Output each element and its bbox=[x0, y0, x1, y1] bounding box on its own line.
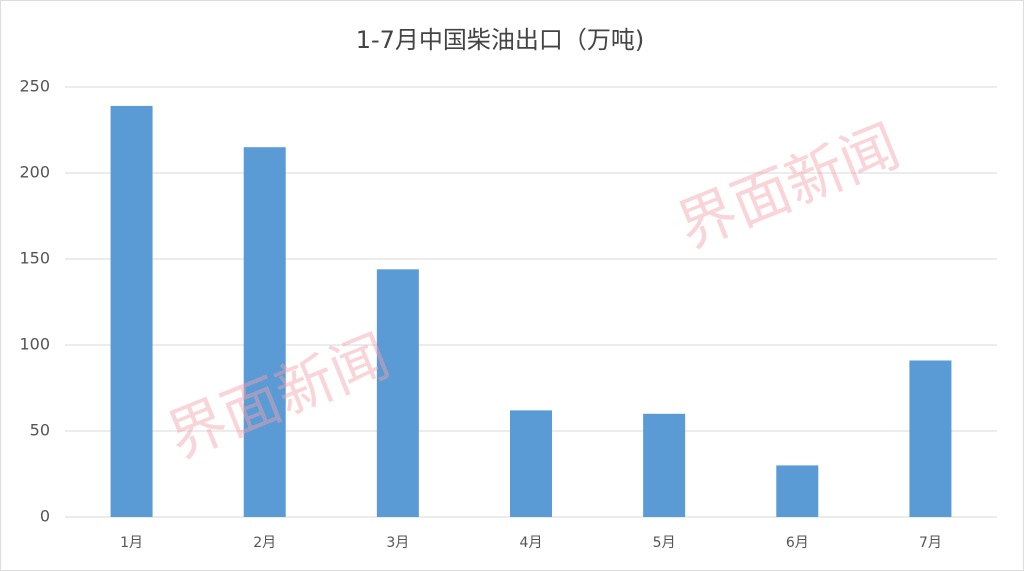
x-tick-label: 3月 bbox=[386, 535, 409, 551]
y-tick-label: 150 bbox=[19, 249, 50, 268]
x-tick-label: 7月 bbox=[919, 535, 942, 551]
x-tick-label: 1月 bbox=[120, 535, 143, 551]
chart-title: 1-7月中国柴油出口（万吨) bbox=[356, 26, 645, 54]
y-tick-label: 50 bbox=[30, 421, 50, 440]
bar bbox=[376, 269, 419, 517]
y-tick-label: 200 bbox=[19, 163, 50, 182]
y-tick-label: 250 bbox=[19, 77, 50, 96]
bar bbox=[110, 105, 153, 518]
x-tick-label: 6月 bbox=[786, 535, 809, 551]
bar bbox=[776, 465, 819, 517]
bar bbox=[510, 410, 552, 517]
x-tick-label: 2月 bbox=[253, 535, 276, 551]
x-tick-label: 5月 bbox=[653, 535, 676, 551]
y-tick-label: 100 bbox=[19, 335, 50, 354]
x-tick-label: 4月 bbox=[520, 535, 543, 551]
bar bbox=[909, 360, 952, 517]
y-tick-label: 0 bbox=[40, 507, 50, 526]
bar bbox=[243, 147, 286, 517]
bar bbox=[643, 413, 686, 517]
